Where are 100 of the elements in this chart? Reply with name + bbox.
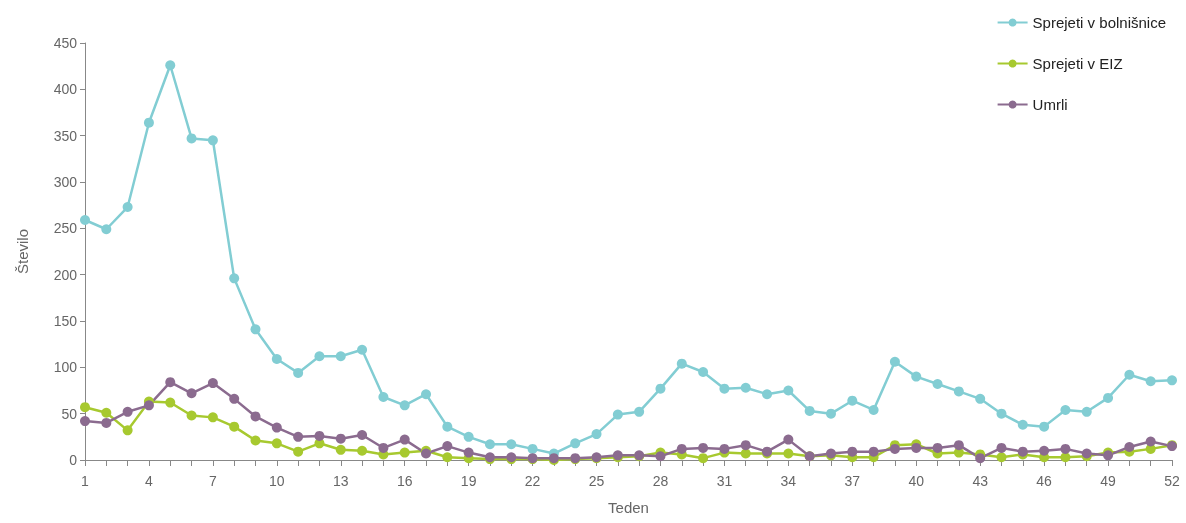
point	[399, 434, 410, 445]
x-tick-label: 52	[1164, 473, 1180, 489]
point	[442, 452, 453, 463]
point	[399, 447, 410, 458]
x-tick-label: 22	[524, 473, 541, 489]
x-tick-label: 46	[1036, 473, 1053, 489]
point	[186, 133, 197, 144]
point	[207, 412, 218, 423]
point	[698, 442, 709, 453]
x-tick-label: 19	[460, 473, 477, 489]
point	[953, 440, 964, 451]
point	[570, 438, 581, 449]
point	[250, 411, 261, 422]
y-tick-label: 0	[69, 452, 78, 468]
point	[655, 451, 666, 462]
point	[996, 452, 1007, 463]
point	[357, 344, 368, 355]
point	[825, 408, 836, 419]
x-tick-label: 43	[972, 473, 989, 489]
point	[911, 371, 922, 382]
point	[612, 409, 623, 420]
y-tick-label: 50	[61, 405, 78, 422]
point	[1103, 392, 1114, 403]
point	[271, 354, 282, 364]
point	[1145, 436, 1156, 447]
point	[868, 446, 879, 457]
y-tick-label: 450	[53, 35, 78, 51]
x-tick-label: 40	[908, 473, 925, 489]
point	[762, 389, 773, 400]
x-tick-label: 25	[588, 473, 605, 489]
legend-label: Sprejeti v bolnišnice	[1032, 14, 1166, 31]
point	[719, 383, 730, 394]
point	[1060, 452, 1071, 463]
point	[101, 407, 112, 418]
y-tick-label: 300	[53, 174, 78, 190]
point	[847, 395, 858, 406]
point	[1124, 369, 1135, 380]
point	[80, 416, 90, 427]
point	[101, 224, 112, 235]
point	[932, 442, 943, 453]
legend-label: Sprejeti v EIZ	[1032, 55, 1123, 72]
x-tick-label: 37	[844, 473, 861, 489]
point	[804, 405, 815, 416]
point	[378, 442, 389, 453]
point	[698, 453, 709, 464]
point	[101, 417, 112, 428]
point	[783, 385, 794, 396]
point	[698, 366, 709, 377]
y-tick-label: 200	[53, 266, 78, 283]
point	[293, 367, 304, 378]
point	[207, 135, 218, 146]
point	[868, 404, 879, 415]
point	[335, 433, 346, 444]
point	[229, 421, 240, 432]
point	[442, 441, 453, 452]
point	[1039, 421, 1050, 432]
point	[591, 429, 602, 440]
point	[996, 408, 1007, 419]
point	[186, 388, 197, 399]
point	[996, 442, 1007, 453]
point	[399, 400, 410, 411]
point	[293, 446, 304, 457]
point	[1081, 406, 1092, 417]
point	[634, 406, 645, 417]
x-tick-label: 7	[208, 473, 217, 489]
point	[165, 397, 176, 408]
x-tick-label: 31	[716, 473, 733, 489]
point	[143, 400, 154, 411]
x-tick-label: 34	[780, 473, 797, 489]
point	[1167, 375, 1177, 386]
x-tick-label: 13	[332, 473, 349, 489]
point	[953, 386, 964, 397]
point	[357, 429, 368, 440]
x-tick-label: 1	[81, 473, 90, 489]
legend-label: Umrli	[1032, 96, 1068, 113]
point	[442, 421, 453, 432]
point	[655, 383, 666, 394]
point	[1060, 404, 1071, 415]
point	[250, 435, 261, 446]
point	[1145, 376, 1156, 387]
point	[357, 445, 368, 456]
point	[229, 273, 240, 284]
point	[314, 430, 325, 441]
point	[975, 393, 986, 404]
point	[207, 378, 218, 389]
y-tick-label: 100	[53, 359, 78, 376]
point	[143, 117, 154, 128]
point	[1017, 419, 1028, 430]
x-tick-label: 49	[1100, 473, 1117, 489]
point	[740, 448, 751, 459]
point	[484, 439, 495, 450]
point	[932, 379, 943, 390]
point	[122, 425, 133, 436]
y-tick-label: 350	[53, 127, 78, 144]
point	[463, 447, 474, 458]
x-tick-label: 16	[396, 473, 413, 489]
point	[314, 351, 325, 362]
y-tick-label: 250	[53, 220, 78, 237]
y-tick-label: 400	[53, 81, 78, 98]
point	[271, 422, 282, 433]
